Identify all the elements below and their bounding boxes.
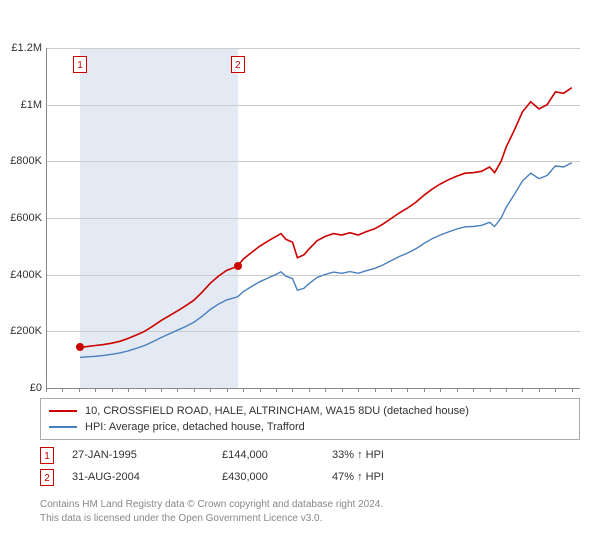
plot-area <box>46 48 580 388</box>
transaction-idx: 2 <box>40 469 54 486</box>
legend-swatch-property <box>49 410 77 412</box>
transaction-date: 31-AUG-2004 <box>72 471 222 483</box>
y-tick-label: £0 <box>0 382 42 394</box>
legend-label-hpi: HPI: Average price, detached house, Traf… <box>85 421 305 433</box>
transaction-price: £144,000 <box>222 449 332 461</box>
x-tick <box>506 388 507 392</box>
x-tick <box>342 388 343 392</box>
chart-area: £0£200K£400K£600K£800K£1M£1.2M1993199419… <box>0 0 600 412</box>
x-tick <box>490 388 491 392</box>
x-tick <box>260 388 261 392</box>
x-tick <box>407 388 408 392</box>
chart-lines <box>46 48 580 388</box>
legend: 10, CROSSFIELD ROAD, HALE, ALTRINCHAM, W… <box>40 398 580 440</box>
y-axis <box>46 48 47 388</box>
x-tick <box>555 388 556 392</box>
transaction-row: 2 31-AUG-2004£430,00047% ↑ HPI <box>40 466 580 488</box>
y-tick-label: £1.2M <box>0 42 42 54</box>
x-tick <box>276 388 277 392</box>
x-tick <box>522 388 523 392</box>
x-tick <box>243 388 244 392</box>
line-property <box>80 88 572 348</box>
x-tick <box>391 388 392 392</box>
x-tick <box>128 388 129 392</box>
legend-item-property: 10, CROSSFIELD ROAD, HALE, ALTRINCHAM, W… <box>49 403 571 419</box>
x-tick <box>112 388 113 392</box>
transaction-row: 1 27-JAN-1995£144,00033% ↑ HPI <box>40 444 580 466</box>
x-tick <box>79 388 80 392</box>
x-tick <box>473 388 474 392</box>
x-tick <box>210 388 211 392</box>
transaction-idx: 1 <box>40 447 54 464</box>
x-tick <box>227 388 228 392</box>
footnote-line-2: This data is licensed under the Open Gov… <box>40 512 580 526</box>
x-tick <box>424 388 425 392</box>
footnote: Contains HM Land Registry data © Crown c… <box>40 498 580 525</box>
x-tick <box>325 388 326 392</box>
y-tick-label: £400K <box>0 269 42 281</box>
transaction-table: 1 27-JAN-1995£144,00033% ↑ HPI 2 31-AUG-200… <box>40 444 580 488</box>
transaction-point <box>234 262 242 270</box>
legend-swatch-hpi <box>49 426 77 428</box>
x-tick <box>292 388 293 392</box>
legend-label-property: 10, CROSSFIELD ROAD, HALE, ALTRINCHAM, W… <box>85 405 469 417</box>
x-tick <box>375 388 376 392</box>
x-tick <box>572 388 573 392</box>
x-tick <box>457 388 458 392</box>
x-tick <box>194 388 195 392</box>
x-tick <box>309 388 310 392</box>
x-tick <box>358 388 359 392</box>
transaction-pct: 33% ↑ HPI <box>332 449 452 461</box>
x-axis <box>46 388 580 389</box>
y-tick-label: £200K <box>0 325 42 337</box>
x-tick <box>539 388 540 392</box>
transaction-price: £430,000 <box>222 471 332 483</box>
x-tick <box>46 388 47 392</box>
legend-item-hpi: HPI: Average price, detached house, Traf… <box>49 419 571 435</box>
y-tick-label: £1M <box>0 99 42 111</box>
y-tick-label: £800K <box>0 155 42 167</box>
x-tick <box>177 388 178 392</box>
transaction-marker: 2 <box>231 56 245 73</box>
transaction-marker: 1 <box>73 56 87 73</box>
transaction-point <box>76 343 84 351</box>
x-tick <box>62 388 63 392</box>
x-tick <box>161 388 162 392</box>
line-hpi <box>80 163 572 358</box>
x-tick <box>440 388 441 392</box>
x-tick <box>145 388 146 392</box>
transaction-date: 27-JAN-1995 <box>72 449 222 461</box>
footnote-line-1: Contains HM Land Registry data © Crown c… <box>40 498 580 512</box>
x-tick <box>95 388 96 392</box>
y-tick-label: £600K <box>0 212 42 224</box>
transaction-pct: 47% ↑ HPI <box>332 471 452 483</box>
